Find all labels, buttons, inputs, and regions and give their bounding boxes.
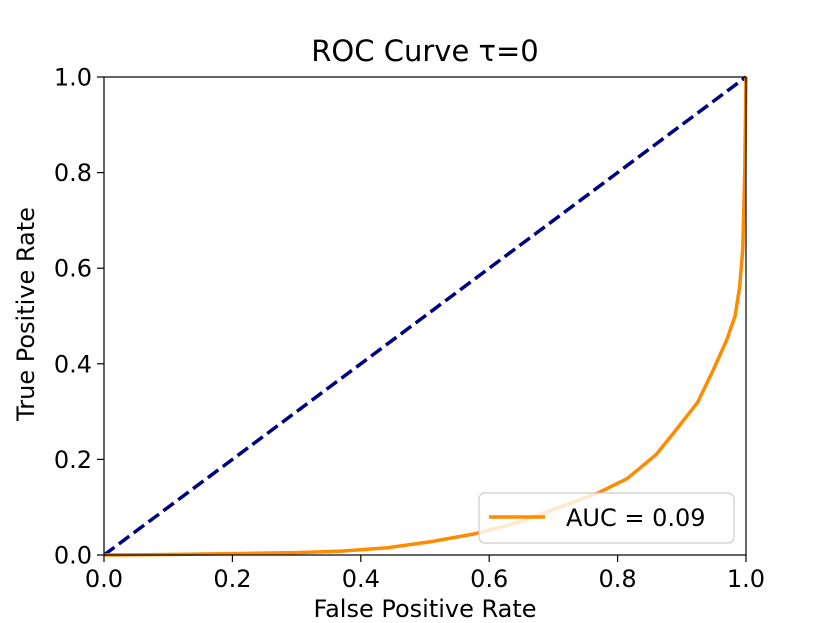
x-axis-label: False Positive Rate: [313, 595, 536, 623]
y-tick-label: 0.2: [54, 446, 92, 474]
legend: AUC = 0.09: [478, 492, 735, 544]
legend-label-auc: AUC = 0.09: [566, 504, 706, 532]
x-tick-label: 0.2: [213, 565, 251, 593]
y-tick-label: 0.4: [54, 350, 92, 378]
chart-title: ROC Curve τ=0: [311, 34, 538, 68]
x-tick-label: 0.8: [599, 565, 637, 593]
x-tick-label: 0.0: [85, 565, 123, 593]
roc-curve-line: [104, 76, 748, 557]
chance-line: [104, 75, 748, 557]
plot-area: 0.0 0.2 0.4 0.6 0.8 1.0 0.0 0.2 0.4 0.6 0.8 1.0: [54, 64, 765, 594]
legend-box: [478, 492, 735, 544]
plot-frame: [103, 76, 747, 556]
y-tick-label: 0.8: [54, 159, 92, 187]
y-tick-label: 1.0: [54, 64, 92, 92]
x-tick-label: 1.0: [727, 565, 765, 593]
y-tick-label: 0.0: [54, 542, 92, 570]
x-tick-label: 0.6: [470, 565, 508, 593]
y-axis-label: True Positive Rate: [12, 207, 40, 422]
x-tick-label: 0.4: [342, 565, 380, 593]
y-tick-label: 0.6: [54, 255, 92, 283]
